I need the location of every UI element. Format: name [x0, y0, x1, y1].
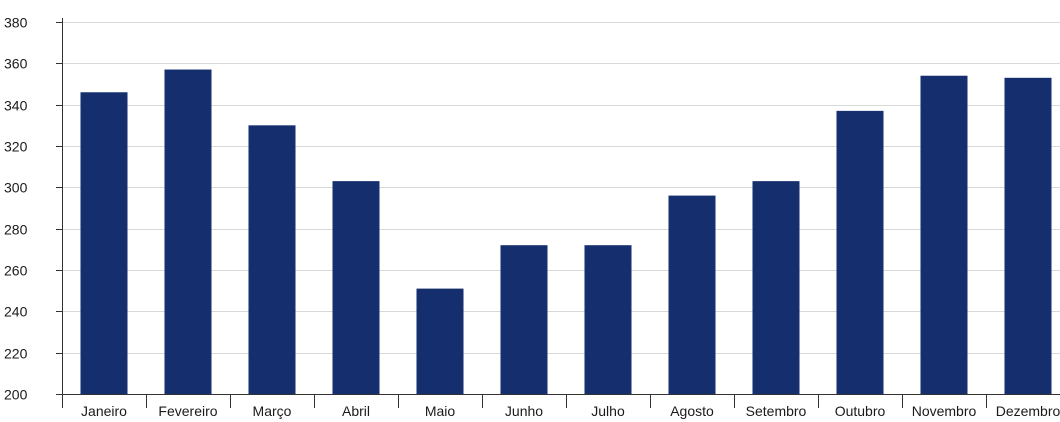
bar-outubro: [836, 110, 884, 394]
bar-fevereiro: [164, 69, 212, 395]
x-category-label: Dezembro: [996, 403, 1060, 419]
y-tick-label: 260: [4, 263, 28, 279]
y-tick-label: 320: [4, 139, 28, 155]
bar-setembro: [752, 181, 800, 394]
bar-março: [248, 125, 296, 394]
axes: [56, 18, 1060, 408]
x-category-label: Abril: [342, 403, 370, 419]
x-category-label: Setembro: [746, 403, 807, 419]
bar-maio: [416, 288, 464, 394]
bar-agosto: [668, 195, 716, 394]
gridlines: [62, 22, 1060, 354]
x-category-label: Janeiro: [81, 403, 127, 419]
x-category-label: Agosto: [670, 403, 714, 419]
y-tick-label: 380: [4, 15, 28, 31]
bar-julho: [584, 245, 632, 394]
bar-abril: [332, 181, 380, 394]
y-axis-tick-labels: 200 220 240 260 280 300 320 340 360 380: [4, 15, 28, 403]
bars: [80, 69, 1052, 395]
x-axis-category-labels: Janeiro Fevereiro Março Abril Maio Junho Julho…: [81, 403, 1060, 419]
x-category-label: Maio: [425, 403, 456, 419]
x-category-label: Fevereiro: [158, 403, 217, 419]
y-tick-label: 240: [4, 304, 28, 320]
x-category-label: Julho: [591, 403, 625, 419]
y-tick-label: 280: [4, 222, 28, 238]
y-tick-label: 340: [4, 98, 28, 114]
bar-dezembro: [1004, 77, 1052, 395]
y-tick-label: 220: [4, 346, 28, 362]
y-tick-label: 200: [4, 387, 28, 403]
bar-junho: [500, 245, 548, 394]
x-category-label: Março: [253, 403, 292, 419]
x-category-label: Junho: [505, 403, 543, 419]
y-tick-label: 300: [4, 180, 28, 196]
y-tick-label: 360: [4, 56, 28, 72]
x-category-label: Outubro: [835, 403, 886, 419]
x-category-label: Novembro: [912, 403, 977, 419]
bar-janeiro: [80, 92, 128, 395]
bar-novembro: [920, 75, 968, 394]
